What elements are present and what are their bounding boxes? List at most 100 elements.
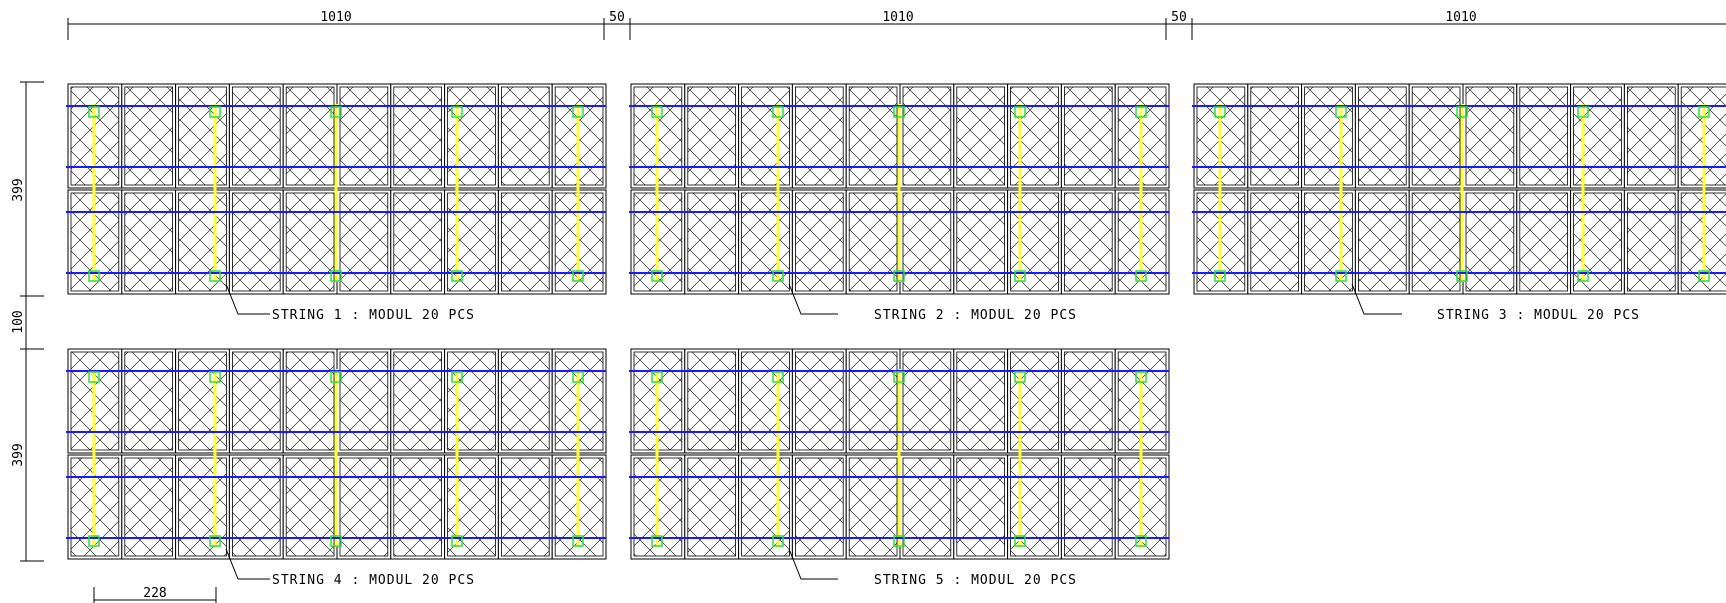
module-cell-area: [902, 351, 952, 451]
rail-clamp: [1014, 371, 1026, 383]
module-cell-area: [339, 457, 389, 557]
panel-array-2: [629, 83, 1170, 295]
module-cell-area: [687, 457, 736, 557]
module-cell-area: [1010, 86, 1059, 186]
module-cell-area: [285, 351, 335, 451]
module-cell-area: [447, 351, 496, 451]
rail-clamp: [209, 270, 221, 282]
module-cell-area: [1304, 192, 1353, 292]
module-cell-area: [339, 192, 389, 292]
module-cell-area: [393, 86, 442, 186]
rail-clamp: [1214, 270, 1226, 282]
rail-clamp: [1698, 106, 1710, 118]
rail-clamp: [651, 270, 663, 282]
rail-clamp: [772, 535, 784, 547]
module-cell-area: [902, 457, 952, 557]
rail-clamp: [209, 371, 221, 383]
rail-clamp: [893, 371, 905, 383]
rail-clamp: [1135, 371, 1147, 383]
bottom-dimension: 228: [93, 586, 217, 603]
module-cell-area: [902, 192, 952, 292]
rail-clamp: [451, 535, 463, 547]
module-cell-area: [231, 86, 281, 186]
module-cell-area: [1411, 86, 1461, 186]
module-cell-area: [1010, 457, 1059, 557]
module-cell-area: [1250, 192, 1300, 292]
module-cell-area: [285, 86, 335, 186]
module-cell-area: [848, 351, 898, 451]
dim-gap-1: 50: [609, 10, 625, 25]
rail-clamp: [1135, 106, 1147, 118]
module-cell-area: [178, 457, 227, 557]
string-1-label: STRING 1 : MODUL 20 PCS: [272, 308, 475, 323]
panel-array-5: [629, 348, 1170, 560]
rail-clamp: [451, 371, 463, 383]
module-cell-area: [393, 192, 442, 292]
module-cell-area: [848, 86, 898, 186]
module-cell-area: [1358, 86, 1407, 186]
module-cell-area: [741, 457, 790, 557]
dim-row2-height: 399: [11, 443, 26, 466]
module-cell-area: [231, 192, 281, 292]
module-cell-area: [339, 86, 389, 186]
rail-clamp: [572, 270, 584, 282]
rail-clamp: [209, 106, 221, 118]
rail-clamp: [1214, 106, 1226, 118]
module-cell-area: [956, 457, 1005, 557]
rail-clamp: [893, 106, 905, 118]
module-cell-area: [956, 192, 1005, 292]
rail-clamp: [451, 106, 463, 118]
module-cell-area: [1250, 86, 1300, 186]
rail-clamp: [572, 106, 584, 118]
dim-bottom-width: 228: [143, 586, 166, 601]
module-cell-area: [1010, 192, 1059, 292]
module-cell-area: [500, 457, 550, 557]
module-cell-area: [1010, 351, 1059, 451]
module-cell-area: [1627, 192, 1676, 292]
module-cell-area: [848, 457, 898, 557]
module-cell-area: [393, 457, 442, 557]
module-cell-area: [795, 86, 844, 186]
module-cell-area: [795, 457, 844, 557]
module-cell-area: [285, 457, 335, 557]
rail-clamp: [1014, 535, 1026, 547]
module-cell-area: [1411, 192, 1461, 292]
rail-clamp: [1456, 270, 1468, 282]
rail-clamp: [330, 371, 342, 383]
top-dimension: 1010 50 1010 50 1010: [67, 10, 1726, 40]
module-cell-area: [178, 86, 227, 186]
rail-clamp: [772, 270, 784, 282]
module-cell-area: [1519, 86, 1569, 186]
module-cell-area: [393, 351, 442, 451]
panel-array-3: [1192, 83, 1726, 295]
module-cell-area: [178, 192, 227, 292]
module-cell-area: [687, 192, 736, 292]
module-cell-area: [1573, 86, 1622, 186]
rail-clamp: [893, 270, 905, 282]
module-cell-area: [339, 351, 389, 451]
string-labels: STRING 1 : MODUL 20 PCS STRING 2 : MODUL…: [225, 283, 1639, 588]
dim-gap-2: 50: [1171, 10, 1187, 25]
module-cell-area: [500, 86, 550, 186]
rail-clamp: [330, 535, 342, 547]
module-cell-area: [741, 192, 790, 292]
rail-clamp: [330, 270, 342, 282]
rail-clamp: [1698, 270, 1710, 282]
module-cell-area: [1064, 192, 1113, 292]
module-cell-area: [447, 457, 496, 557]
module-cell-area: [956, 86, 1005, 186]
dim-width-1: 1010: [320, 10, 351, 25]
rail-clamp: [572, 371, 584, 383]
module-cell-area: [124, 86, 174, 186]
rail-clamp: [1456, 106, 1468, 118]
rail-clamp: [1335, 270, 1347, 282]
string-5-label: STRING 5 : MODUL 20 PCS: [874, 573, 1077, 588]
rail-clamp: [651, 106, 663, 118]
module-cell-area: [285, 192, 335, 292]
module-cell-area: [902, 86, 952, 186]
module-cell-area: [1358, 192, 1407, 292]
module-cell-area: [447, 192, 496, 292]
rail-clamp: [1135, 535, 1147, 547]
rail-clamp: [651, 371, 663, 383]
rail-clamp: [893, 535, 905, 547]
